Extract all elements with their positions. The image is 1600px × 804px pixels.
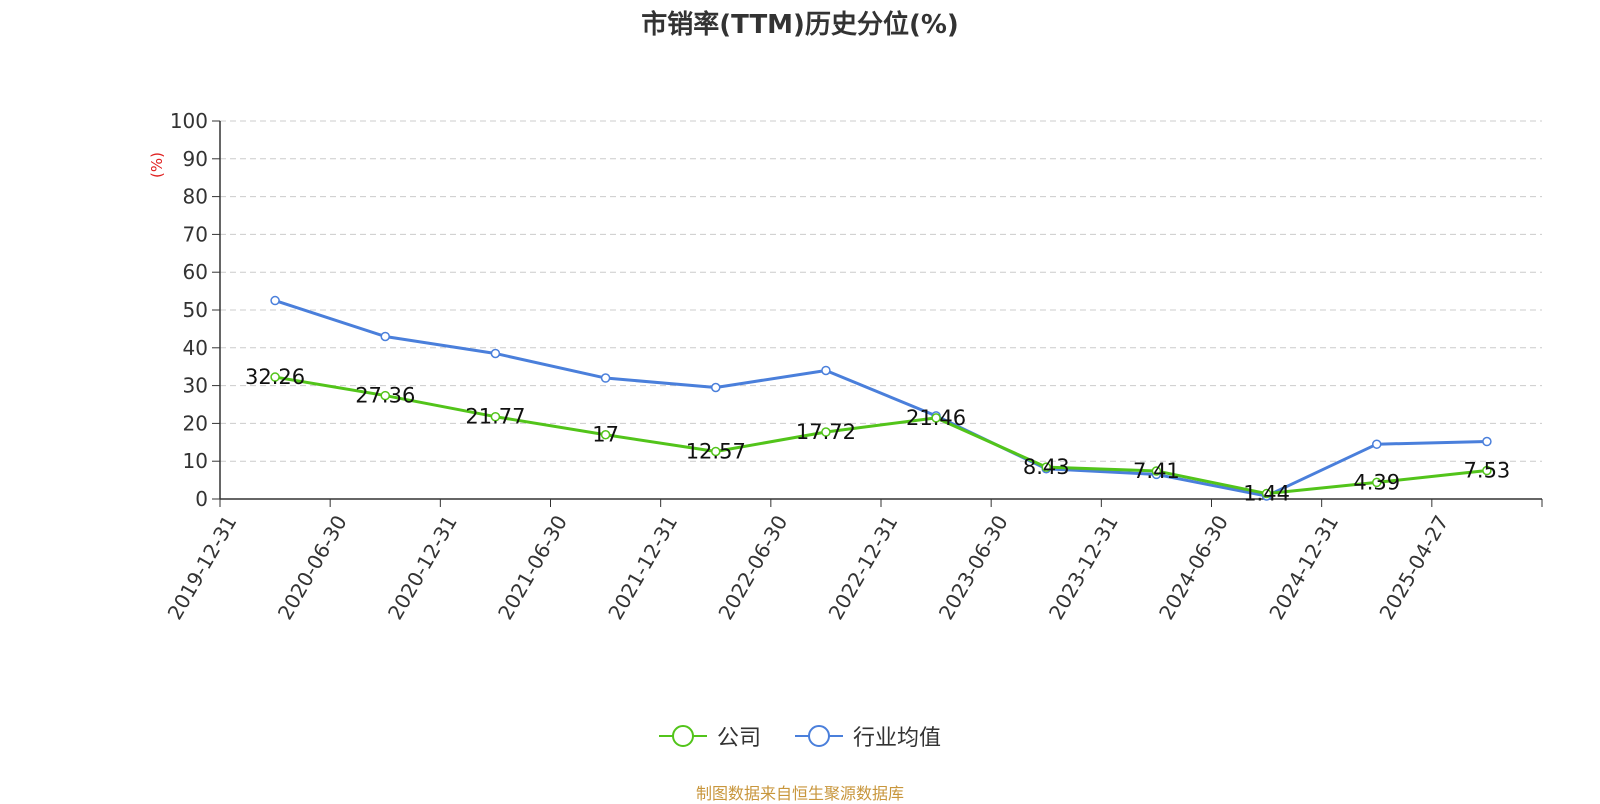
- y-tick-label: 0: [195, 487, 208, 511]
- y-tick-label: 50: [183, 298, 208, 322]
- y-tick-label: 20: [183, 411, 208, 435]
- x-tick-label: 2021-12-31: [603, 511, 682, 624]
- data-label: 21.46: [906, 406, 966, 430]
- data-label: 17: [592, 423, 619, 447]
- legend-label-industry-average: 行业均值: [853, 726, 942, 751]
- data-point: [490, 348, 501, 359]
- y-tick-label: 10: [183, 449, 208, 473]
- legend-line-marker-icon: [658, 725, 707, 747]
- data-point: [600, 373, 611, 383]
- data-point: [821, 365, 831, 376]
- data-point: [931, 413, 941, 423]
- data-label: 12.57: [686, 439, 746, 463]
- data-point: [380, 390, 390, 401]
- legend-line-marker-icon: [795, 725, 843, 747]
- y-tick-label: 40: [183, 336, 208, 360]
- y-tick-label: 70: [183, 222, 208, 246]
- x-tick-label: 2023-06-30: [934, 511, 1013, 624]
- chart-title: 市销率(TTM)历史分位(%): [641, 10, 959, 40]
- x-tick-label: 2024-06-30: [1154, 511, 1233, 624]
- x-tick-label: 2022-12-31: [824, 511, 903, 624]
- data-label: 4.39: [1353, 470, 1400, 494]
- data-label: 32.26: [245, 365, 305, 389]
- series-line: [274, 299, 1487, 498]
- data-point: [1482, 465, 1492, 476]
- legend-item-company[interactable]: 公司: [658, 720, 761, 752]
- x-tick-label: 2019-12-31: [163, 511, 242, 624]
- data-point: [600, 429, 611, 440]
- x-tick-label: 2021-06-30: [493, 511, 572, 624]
- legend-label-company: 公司: [716, 726, 761, 751]
- data-point: [270, 372, 280, 382]
- y-tick-label: 90: [183, 147, 208, 171]
- data-label: 1.44: [1243, 482, 1290, 506]
- x-tick-label: 2020-12-31: [383, 511, 462, 624]
- legend-item-industry-average[interactable]: 行业均值: [795, 720, 941, 752]
- data-point: [711, 446, 721, 457]
- data-point: [1482, 436, 1492, 447]
- data-point: [1372, 439, 1382, 449]
- data-label: 21.77: [465, 405, 525, 429]
- data-point: [1151, 466, 1162, 476]
- y-tick-label: 80: [183, 185, 208, 209]
- source-note: 制图数据来自恒生聚源数据库: [695, 784, 904, 803]
- y-tick-label: 60: [183, 260, 208, 284]
- data-point: [270, 295, 280, 306]
- data-point: [821, 427, 831, 437]
- x-tick-label: 2024-12-31: [1264, 511, 1343, 624]
- data-point: [1041, 462, 1051, 472]
- x-tick-label: 2023-12-31: [1044, 511, 1123, 624]
- x-tick-label: 2022-06-30: [713, 511, 792, 624]
- y-tick-label: 100: [170, 109, 208, 133]
- data-label: 7.41: [1133, 459, 1180, 483]
- data-point: [1261, 488, 1272, 499]
- data-point: [1372, 477, 1382, 488]
- y-tick-label: 30: [183, 374, 208, 398]
- series-line: [274, 375, 1488, 496]
- x-tick-label: 2020-06-30: [273, 511, 352, 624]
- data-label: 7.53: [1464, 459, 1511, 483]
- legend: 公司 行业均值: [0, 720, 1600, 752]
- line-chart: 0 10 20 30 40 50 60 70 80 90 100 2019-12-31 2020-06-…: [163, 109, 1543, 624]
- data-label: 27.36: [355, 384, 415, 408]
- data-point: [380, 331, 390, 342]
- data-point: [490, 411, 501, 422]
- data-label: 17.72: [796, 420, 856, 444]
- data-label: 8.43: [1023, 455, 1070, 479]
- x-tick-label: 2025-04-27: [1374, 511, 1453, 624]
- data-point: [711, 382, 721, 393]
